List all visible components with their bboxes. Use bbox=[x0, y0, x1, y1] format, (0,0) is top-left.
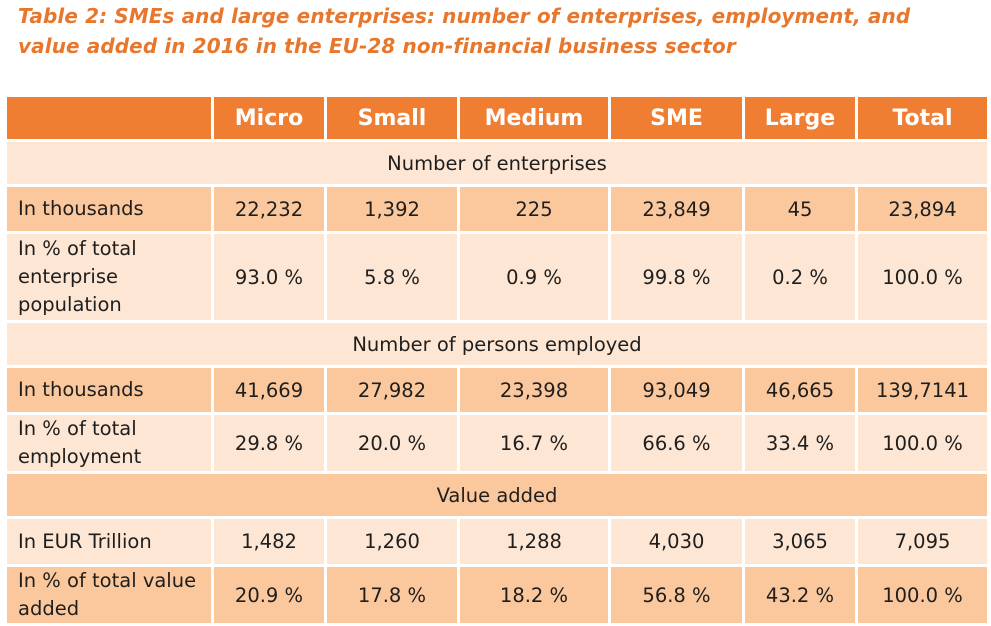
table-row: In thousands 22,232 1,392 225 23,849 45 … bbox=[4, 184, 990, 234]
cell-large: 3,065 bbox=[742, 516, 858, 567]
cell-total: 100.0 % bbox=[855, 412, 990, 474]
section-heading: Number of persons employed bbox=[4, 320, 990, 368]
row-label: In thousands bbox=[4, 365, 214, 415]
cell-large: 46,665 bbox=[742, 365, 858, 415]
table-row: In % of total employment 29.8 % 20.0 % 1… bbox=[4, 412, 990, 474]
cell-sme: 23,849 bbox=[608, 184, 745, 234]
cell-medium: 225 bbox=[457, 184, 611, 234]
cell-small: 1,260 bbox=[324, 516, 460, 567]
cell-large: 45 bbox=[742, 184, 858, 234]
cell-large: 43.2 % bbox=[742, 564, 858, 626]
table-row: In % of total value added 20.9 % 17.8 % … bbox=[4, 564, 990, 626]
header-large: Large bbox=[742, 94, 858, 142]
cell-micro: 41,669 bbox=[211, 365, 327, 415]
cell-large: 0.2 % bbox=[742, 231, 858, 323]
cell-total: 23,894 bbox=[855, 184, 990, 234]
cell-medium: 18.2 % bbox=[457, 564, 611, 626]
cell-micro: 22,232 bbox=[211, 184, 327, 234]
header-small: Small bbox=[324, 94, 460, 142]
cell-sme: 66.6 % bbox=[608, 412, 745, 474]
cell-small: 20.0 % bbox=[324, 412, 460, 474]
section-heading-row: Number of persons employed bbox=[4, 320, 990, 368]
header-micro: Micro bbox=[211, 94, 327, 142]
header-sme: SME bbox=[608, 94, 745, 142]
cell-total: 100.0 % bbox=[855, 564, 990, 626]
table-row: In EUR Trillion 1,482 1,260 1,288 4,030 … bbox=[4, 516, 990, 567]
row-label: In EUR Trillion bbox=[4, 516, 214, 567]
cell-sme: 99.8 % bbox=[608, 231, 745, 323]
cell-small: 5.8 % bbox=[324, 231, 460, 323]
cell-sme: 93,049 bbox=[608, 365, 745, 415]
table-title: Table 2: SMEs and large enterprises: num… bbox=[18, 4, 911, 58]
sme-table: Micro Small Medium SME Large Total Numbe… bbox=[4, 94, 990, 626]
table-row: In % of total enterprise population 93.0… bbox=[4, 231, 990, 323]
cell-total: 7,095 bbox=[855, 516, 990, 567]
table-row: In thousands 41,669 27,982 23,398 93,049… bbox=[4, 365, 990, 415]
cell-micro: 20.9 % bbox=[211, 564, 327, 626]
header-corner bbox=[4, 94, 214, 142]
section-heading-row: Value added bbox=[4, 471, 990, 519]
cell-medium: 0.9 % bbox=[457, 231, 611, 323]
cell-sme: 4,030 bbox=[608, 516, 745, 567]
section-heading: Number of enterprises bbox=[4, 139, 990, 187]
cell-micro: 93.0 % bbox=[211, 231, 327, 323]
cell-medium: 16.7 % bbox=[457, 412, 611, 474]
cell-sme: 56.8 % bbox=[608, 564, 745, 626]
cell-large: 33.4 % bbox=[742, 412, 858, 474]
header-row: Micro Small Medium SME Large Total bbox=[4, 94, 990, 142]
cell-small: 17.8 % bbox=[324, 564, 460, 626]
row-label: In % of total enterprise population bbox=[4, 231, 214, 323]
cell-small: 27,982 bbox=[324, 365, 460, 415]
cell-medium: 23,398 bbox=[457, 365, 611, 415]
section-heading-row: Number of enterprises bbox=[4, 139, 990, 187]
cell-micro: 29.8 % bbox=[211, 412, 327, 474]
row-label: In % of total value added bbox=[4, 564, 214, 626]
section-heading: Value added bbox=[4, 471, 990, 519]
cell-medium: 1,288 bbox=[457, 516, 611, 567]
row-label: In thousands bbox=[4, 184, 214, 234]
cell-total: 139,7141 bbox=[855, 365, 990, 415]
cell-small: 1,392 bbox=[324, 184, 460, 234]
cell-micro: 1,482 bbox=[211, 516, 327, 567]
cell-total: 100.0 % bbox=[855, 231, 990, 323]
row-label: In % of total employment bbox=[4, 412, 214, 474]
header-total: Total bbox=[855, 94, 990, 142]
header-medium: Medium bbox=[457, 94, 611, 142]
